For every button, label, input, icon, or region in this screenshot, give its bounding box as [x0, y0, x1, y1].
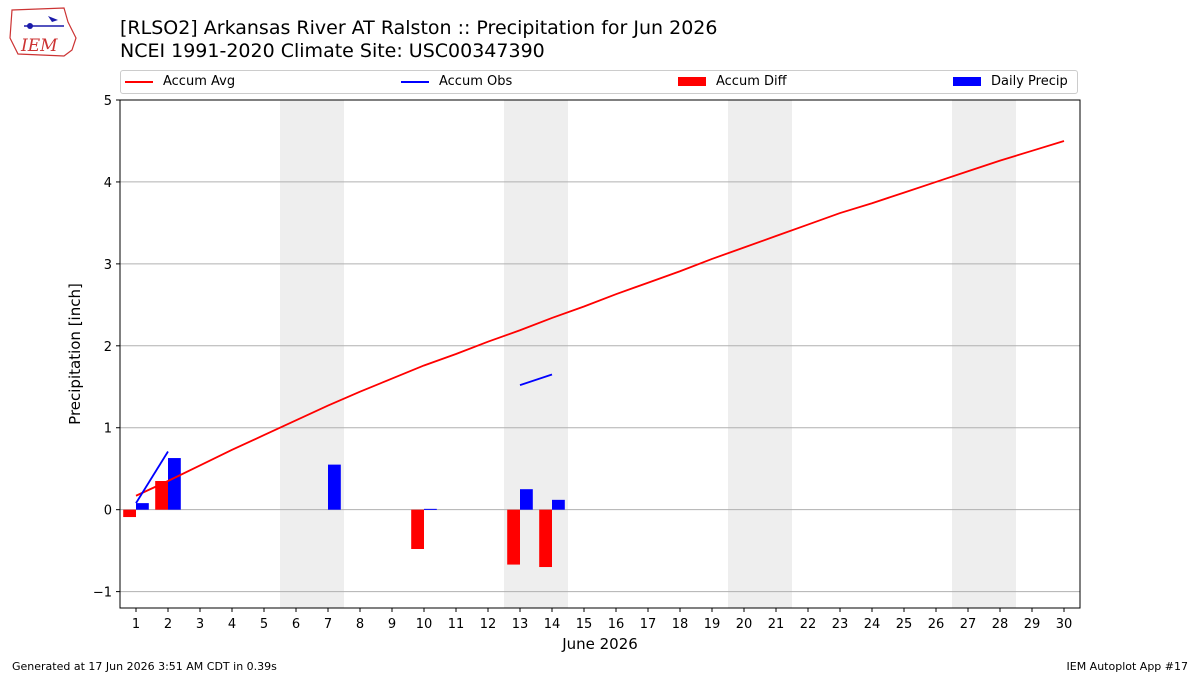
x-tick-label-17: 17 — [640, 617, 657, 632]
footer-app-text: IEM Autoplot App #17 — [1066, 660, 1189, 673]
accum-diff-bar-13 — [507, 509, 520, 565]
legend-label-accum-diff: Accum Diff — [716, 74, 787, 89]
legend-item-daily-precip: Daily Precip — [953, 74, 1068, 90]
weekend-shade-3 — [728, 100, 792, 608]
legend-swatch-accum-avg — [125, 80, 153, 83]
weekend-shade-1 — [280, 100, 344, 608]
x-tick-label-18: 18 — [672, 617, 689, 632]
x-axis-label: June 2026 — [561, 635, 638, 653]
legend-item-accum-obs: Accum Obs — [401, 74, 512, 90]
logo-text: IEM — [20, 36, 58, 56]
x-tick-label-19: 19 — [704, 617, 721, 632]
x-tick-label-16: 16 — [608, 617, 625, 632]
x-tick-label-8: 8 — [356, 617, 364, 632]
accum-diff-bar-1 — [123, 509, 136, 518]
x-tick-label-15: 15 — [576, 617, 593, 632]
x-tick-label-30: 30 — [1056, 617, 1073, 632]
x-tick-label-29: 29 — [1024, 617, 1041, 632]
x-tick-label-22: 22 — [800, 617, 817, 632]
logo-station-dot — [27, 23, 33, 29]
logo-flag-icon — [48, 16, 58, 22]
legend-swatch-daily-precip — [953, 77, 981, 86]
chart-title: [RLSO2] Arkansas River AT Ralston :: Pre… — [120, 17, 718, 39]
footer-generated-text: Generated at 17 Jun 2026 3:51 AM CDT in … — [12, 660, 277, 673]
y-axis-label: Precipitation [inch] — [66, 283, 84, 425]
x-tick-label-14: 14 — [544, 617, 561, 632]
y-tick-label-3: 3 — [104, 258, 112, 273]
daily-precip-bar-7 — [328, 464, 341, 510]
y-tick-label--1: −1 — [93, 586, 112, 601]
x-tick-label-11: 11 — [448, 617, 465, 632]
legend-swatch-accum-obs — [401, 80, 429, 83]
legend-item-accum-avg: Accum Avg — [125, 74, 235, 90]
chart-legend: Accum Avg Accum Obs Accum Diff Daily Pre… — [120, 70, 1078, 94]
x-tick-label-6: 6 — [292, 617, 300, 632]
logo-state-outline — [9, 7, 77, 57]
x-tick-label-20: 20 — [736, 617, 753, 632]
accum-diff-bar-2 — [155, 481, 168, 510]
accum-diff-bar-14 — [539, 509, 552, 568]
x-tick-label-2: 2 — [164, 617, 172, 632]
daily-precip-bar-2 — [168, 458, 181, 510]
x-tick-label-5: 5 — [260, 617, 268, 632]
accum-diff-bar-10 — [411, 509, 424, 550]
y-tick-label-2: 2 — [104, 340, 112, 355]
x-tick-label-27: 27 — [960, 617, 977, 632]
x-tick-label-26: 26 — [928, 617, 945, 632]
x-tick-label-23: 23 — [832, 617, 849, 632]
x-tick-label-4: 4 — [228, 617, 236, 632]
legend-swatch-accum-diff — [678, 77, 706, 86]
x-tick-label-21: 21 — [768, 617, 785, 632]
x-tick-label-13: 13 — [512, 617, 529, 632]
legend-label-accum-avg: Accum Avg — [163, 74, 236, 89]
daily-precip-bar-1 — [136, 503, 149, 510]
legend-label-daily-precip: Daily Precip — [991, 74, 1068, 89]
accum-avg-line — [135, 140, 1065, 497]
y-tick-label-5: 5 — [104, 94, 112, 109]
daily-precip-bar-10 — [424, 508, 437, 510]
chart-subtitle: NCEI 1991-2020 Climate Site: USC00347390 — [120, 40, 545, 62]
x-tick-label-3: 3 — [196, 617, 204, 632]
plot-frame — [119, 99, 1081, 609]
y-tick-label-0: 0 — [104, 504, 112, 519]
x-tick-label-12: 12 — [480, 617, 497, 632]
legend-item-accum-diff: Accum Diff — [678, 74, 787, 90]
legend-label-accum-obs: Accum Obs — [439, 74, 513, 89]
accum-obs-line-segment-1 — [135, 451, 169, 504]
x-tick-label-24: 24 — [864, 617, 881, 632]
y-tick-label-1: 1 — [104, 422, 112, 437]
y-tick-label-4: 4 — [104, 176, 112, 191]
x-tick-label-28: 28 — [992, 617, 1009, 632]
weekend-shade-4 — [952, 100, 1016, 608]
x-tick-label-9: 9 — [388, 617, 396, 632]
x-tick-label-1: 1 — [132, 617, 140, 632]
iem-logo: IEM — [9, 7, 77, 57]
x-tick-label-10: 10 — [416, 617, 433, 632]
daily-precip-bar-13 — [520, 489, 533, 510]
daily-precip-bar-14 — [552, 499, 565, 510]
x-tick-label-7: 7 — [324, 617, 332, 632]
accum-obs-line-segment-2 — [519, 373, 553, 386]
x-tick-label-25: 25 — [896, 617, 913, 632]
